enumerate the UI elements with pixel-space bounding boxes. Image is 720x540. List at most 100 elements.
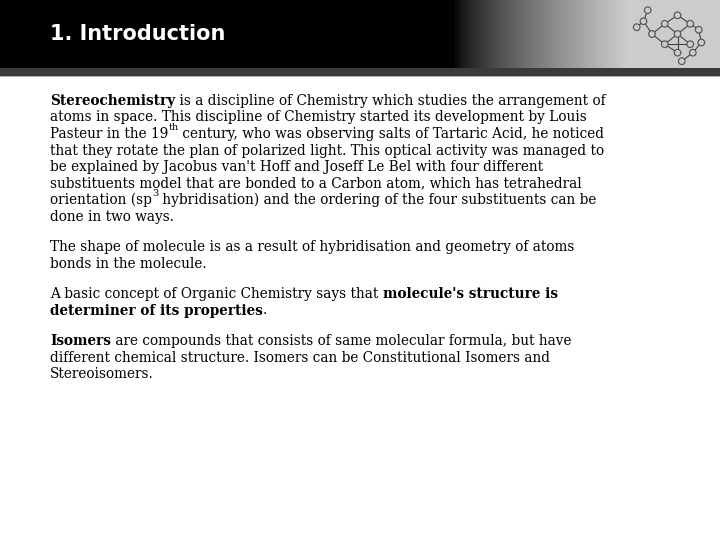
Bar <box>457 0 460 68</box>
Bar <box>608 0 611 68</box>
Bar <box>473 0 476 68</box>
Text: A basic concept of Organic Chemistry says that: A basic concept of Organic Chemistry say… <box>50 287 383 301</box>
Circle shape <box>640 18 647 24</box>
Circle shape <box>662 21 668 27</box>
Circle shape <box>675 50 680 56</box>
Bar <box>565 0 568 68</box>
Bar <box>523 0 526 68</box>
Bar <box>529 0 532 68</box>
Circle shape <box>688 42 692 46</box>
Bar <box>491 0 494 68</box>
Bar <box>599 0 602 68</box>
Bar <box>629 0 631 68</box>
Bar <box>547 0 550 68</box>
Bar <box>482 0 485 68</box>
Bar <box>536 0 539 68</box>
Bar <box>0 0 453 68</box>
Bar <box>577 0 580 68</box>
Circle shape <box>690 51 695 55</box>
Text: century, who was observing salts of Tartaric Acid, he noticed: century, who was observing salts of Tart… <box>179 127 605 141</box>
Bar <box>568 0 570 68</box>
Bar <box>478 0 480 68</box>
Text: 1. Introduction: 1. Introduction <box>50 24 225 44</box>
Bar <box>593 0 595 68</box>
Circle shape <box>662 42 667 46</box>
Bar <box>469 0 472 68</box>
Text: Stereoisomers.: Stereoisomers. <box>50 367 154 381</box>
Text: th: th <box>168 123 179 132</box>
Circle shape <box>634 24 640 30</box>
Circle shape <box>678 58 685 64</box>
Circle shape <box>662 22 667 26</box>
Bar <box>516 0 518 68</box>
Bar <box>518 0 521 68</box>
Bar <box>563 0 566 68</box>
Circle shape <box>688 22 692 26</box>
Text: bonds in the molecule.: bonds in the molecule. <box>50 256 207 271</box>
Bar <box>489 0 492 68</box>
Text: .: . <box>263 303 267 318</box>
Circle shape <box>649 31 655 37</box>
Bar <box>534 0 536 68</box>
Bar <box>613 0 616 68</box>
Text: that they rotate the plan of polarized light. This optical activity was managed : that they rotate the plan of polarized l… <box>50 144 604 158</box>
Bar <box>487 0 490 68</box>
Bar <box>559 0 562 68</box>
Circle shape <box>687 21 693 27</box>
Text: orientation (sp: orientation (sp <box>50 193 152 207</box>
Bar <box>626 0 629 68</box>
Bar <box>453 0 456 68</box>
Bar <box>543 0 546 68</box>
Bar <box>475 0 478 68</box>
Circle shape <box>680 59 684 63</box>
Bar <box>460 0 462 68</box>
Bar <box>579 0 582 68</box>
Circle shape <box>690 50 696 56</box>
Bar <box>631 0 634 68</box>
Bar <box>606 0 608 68</box>
Bar <box>597 0 600 68</box>
Bar <box>493 0 496 68</box>
Text: different chemical structure. Isomers can be Constitutional Isomers and: different chemical structure. Isomers ca… <box>50 350 550 365</box>
Circle shape <box>687 41 693 48</box>
Bar <box>572 0 575 68</box>
Bar <box>467 0 469 68</box>
Text: substituents model that are bonded to a Carbon atom, which has tetrahedral: substituents model that are bonded to a … <box>50 177 582 191</box>
Text: 3: 3 <box>152 189 158 198</box>
Bar <box>532 0 534 68</box>
Bar <box>525 0 528 68</box>
Bar <box>604 0 606 68</box>
Bar <box>545 0 548 68</box>
Circle shape <box>635 25 639 29</box>
Bar <box>583 0 586 68</box>
Bar <box>0 68 720 76</box>
Bar <box>509 0 512 68</box>
Bar <box>550 0 552 68</box>
Circle shape <box>642 19 646 23</box>
Text: atoms in space. This discipline of Chemistry started its development by Louis: atoms in space. This discipline of Chemi… <box>50 111 587 125</box>
Circle shape <box>675 32 680 36</box>
Circle shape <box>675 31 680 37</box>
Bar <box>462 0 464 68</box>
Bar <box>586 0 588 68</box>
Text: is a discipline of Chemistry which studies the arrangement of: is a discipline of Chemistry which studi… <box>175 94 606 108</box>
Bar <box>527 0 530 68</box>
Bar <box>503 0 505 68</box>
Bar <box>581 0 584 68</box>
Bar <box>471 0 474 68</box>
Circle shape <box>650 32 654 36</box>
Bar <box>507 0 510 68</box>
Text: be explained by Jacobus van't Hoff and Joseff Le Bel with four different: be explained by Jacobus van't Hoff and J… <box>50 160 543 174</box>
Bar <box>554 0 557 68</box>
Text: Stereochemistry: Stereochemistry <box>50 94 175 108</box>
Bar <box>622 0 624 68</box>
Text: The shape of molecule is as a result of hybridisation and geometry of atoms: The shape of molecule is as a result of … <box>50 240 575 254</box>
Circle shape <box>644 7 651 14</box>
Text: determiner of its properties: determiner of its properties <box>50 303 263 318</box>
Bar <box>455 0 458 68</box>
Circle shape <box>696 26 702 33</box>
Bar <box>496 0 498 68</box>
Bar <box>505 0 508 68</box>
Text: done in two ways.: done in two ways. <box>50 210 174 224</box>
Bar <box>588 0 590 68</box>
